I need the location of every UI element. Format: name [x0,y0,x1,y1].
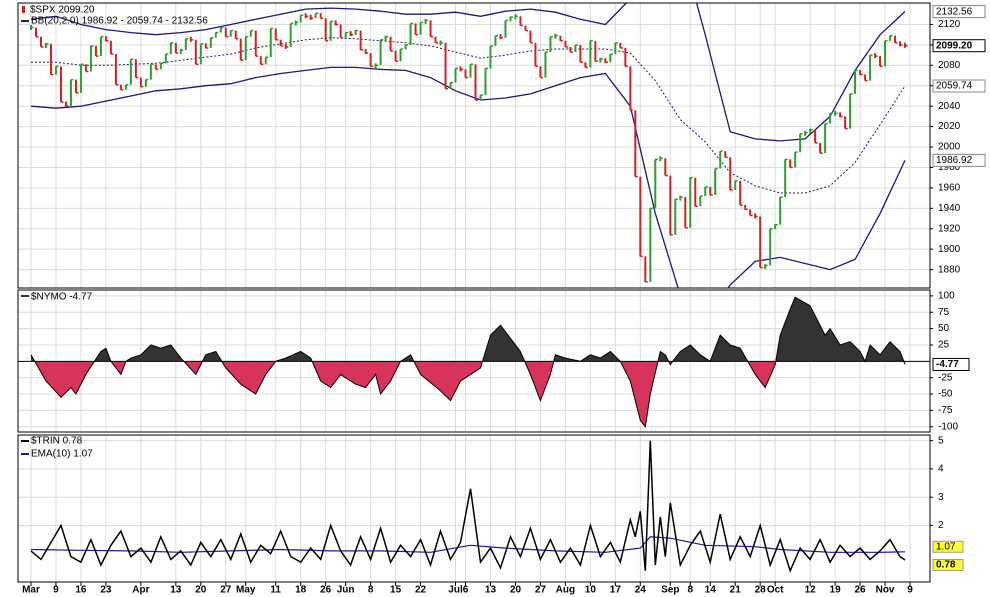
x-tick-label: Aug [556,585,575,596]
plot-area [18,435,930,582]
y-tick-label: 2020 [938,121,961,132]
x-tick-label: Oct [767,585,784,596]
x-tick-label: 9 [53,585,59,596]
band-upper [30,3,906,142]
last-value-label: -4.77 [936,359,959,370]
x-tick-label: 6 [463,585,469,596]
last-value-label: 2099.20 [936,40,973,51]
y-tick-label: -75 [938,405,953,416]
x-tick-label: 15 [390,585,402,596]
legend-icon [21,295,29,297]
x-tick-label: 12 [805,585,817,596]
panel-title: $TRIN 0.78 [31,436,83,447]
x-tick-label: Apr [132,585,149,596]
x-tick-label: 28 [755,585,767,596]
x-tick-label: 21 [730,585,742,596]
y-tick-label: 2120 [938,19,961,30]
y-tick-label: 3 [938,492,944,503]
x-tick-label: 8 [368,585,374,596]
x-tick-label: 16 [75,585,87,596]
y-tick-label: 1940 [938,203,961,214]
plot-area [18,290,930,432]
x-tick-label: Nov [876,585,895,596]
y-tick-label: 1980 [938,162,961,173]
y-tick-label: 1920 [938,223,961,234]
last-value-box [932,357,970,371]
y-tick-label: 2080 [938,60,961,71]
positive-area [30,297,906,362]
last-value-label: 0.78 [936,560,956,571]
y-tick-label: 50 [938,323,950,334]
x-tick-label: Sep [661,585,679,596]
y-tick-label: 75 [938,307,950,318]
x-tick-label: 19 [830,585,842,596]
x-tick-label: 13 [170,585,182,596]
x-tick-label: Jun [337,585,355,596]
last-value-label: 1986.92 [936,155,973,166]
x-tick-label: 27 [535,585,547,596]
y-tick-label: 100 [938,291,955,302]
y-tick-label: -50 [938,389,953,400]
x-tick-label: 26 [855,585,867,596]
last-value-label: 1.07 [936,541,956,552]
plot-area [18,3,930,288]
negative-area [34,361,906,427]
y-tick-label: 2000 [938,142,961,153]
ema-line [30,536,906,553]
x-tick-label: 18 [295,585,307,596]
x-tick-label: 14 [705,585,717,596]
x-tick-label: 23 [100,585,112,596]
y-tick-label: 2040 [938,101,961,112]
y-tick-label: 1880 [938,264,961,275]
x-tick-label: 10 [585,585,597,596]
x-tick-label: 26 [320,585,332,596]
x-tick-label: 9 [907,585,913,596]
x-tick-label: 20 [195,585,207,596]
x-tick-label: Mar [22,585,40,596]
last-value-box [932,5,986,19]
x-tick-label: 8 [687,585,693,596]
last-value-box [932,540,964,553]
legend-icon [21,440,29,442]
legend-icon [22,6,25,13]
panel-frame [17,2,931,289]
panel-title: $NYMO -4.77 [31,292,93,303]
last-value-box [932,79,986,93]
x-tick-label: 13 [485,585,497,596]
last-value-box [932,39,986,53]
y-tick-label: -25 [938,372,953,383]
x-tick-label: 20 [510,585,522,596]
x-tick-label: 22 [415,585,427,596]
x-tick-label: Jul [448,585,463,596]
y-tick-label: 5 [938,435,944,446]
last-value-box [932,558,964,571]
panel-frame [17,289,931,433]
trin-line [30,440,906,573]
last-value-label: 2059.74 [936,81,973,92]
legend-entry: EMA(10) 1.07 [31,449,93,460]
x-tick-label: 17 [610,585,622,596]
band-lower [30,66,906,288]
last-value-box [932,153,986,167]
panel-title: $SPX 2099.20 [30,5,95,16]
y-tick-label: -100 [938,421,958,432]
x-tick-label: May [236,585,256,596]
last-value-label: 2132.56 [936,6,973,17]
legend-icon [21,20,29,22]
y-tick-label: 1900 [938,244,961,255]
x-tick-label: 24 [635,585,647,596]
band-middle [31,37,906,194]
legend-icon [21,453,29,455]
y-tick-label: 25 [938,340,950,351]
y-tick-label: 4 [938,464,944,475]
x-tick-label: 27 [220,585,232,596]
outline [30,296,906,429]
x-tick-label: 11 [270,585,281,596]
band-legend: BB(20,2.0) 1986.92 - 2059.74 - 2132.56 [31,16,208,27]
panel-frame [17,434,931,583]
y-tick-label: 2 [938,520,944,531]
y-tick-label: 1960 [938,183,961,194]
